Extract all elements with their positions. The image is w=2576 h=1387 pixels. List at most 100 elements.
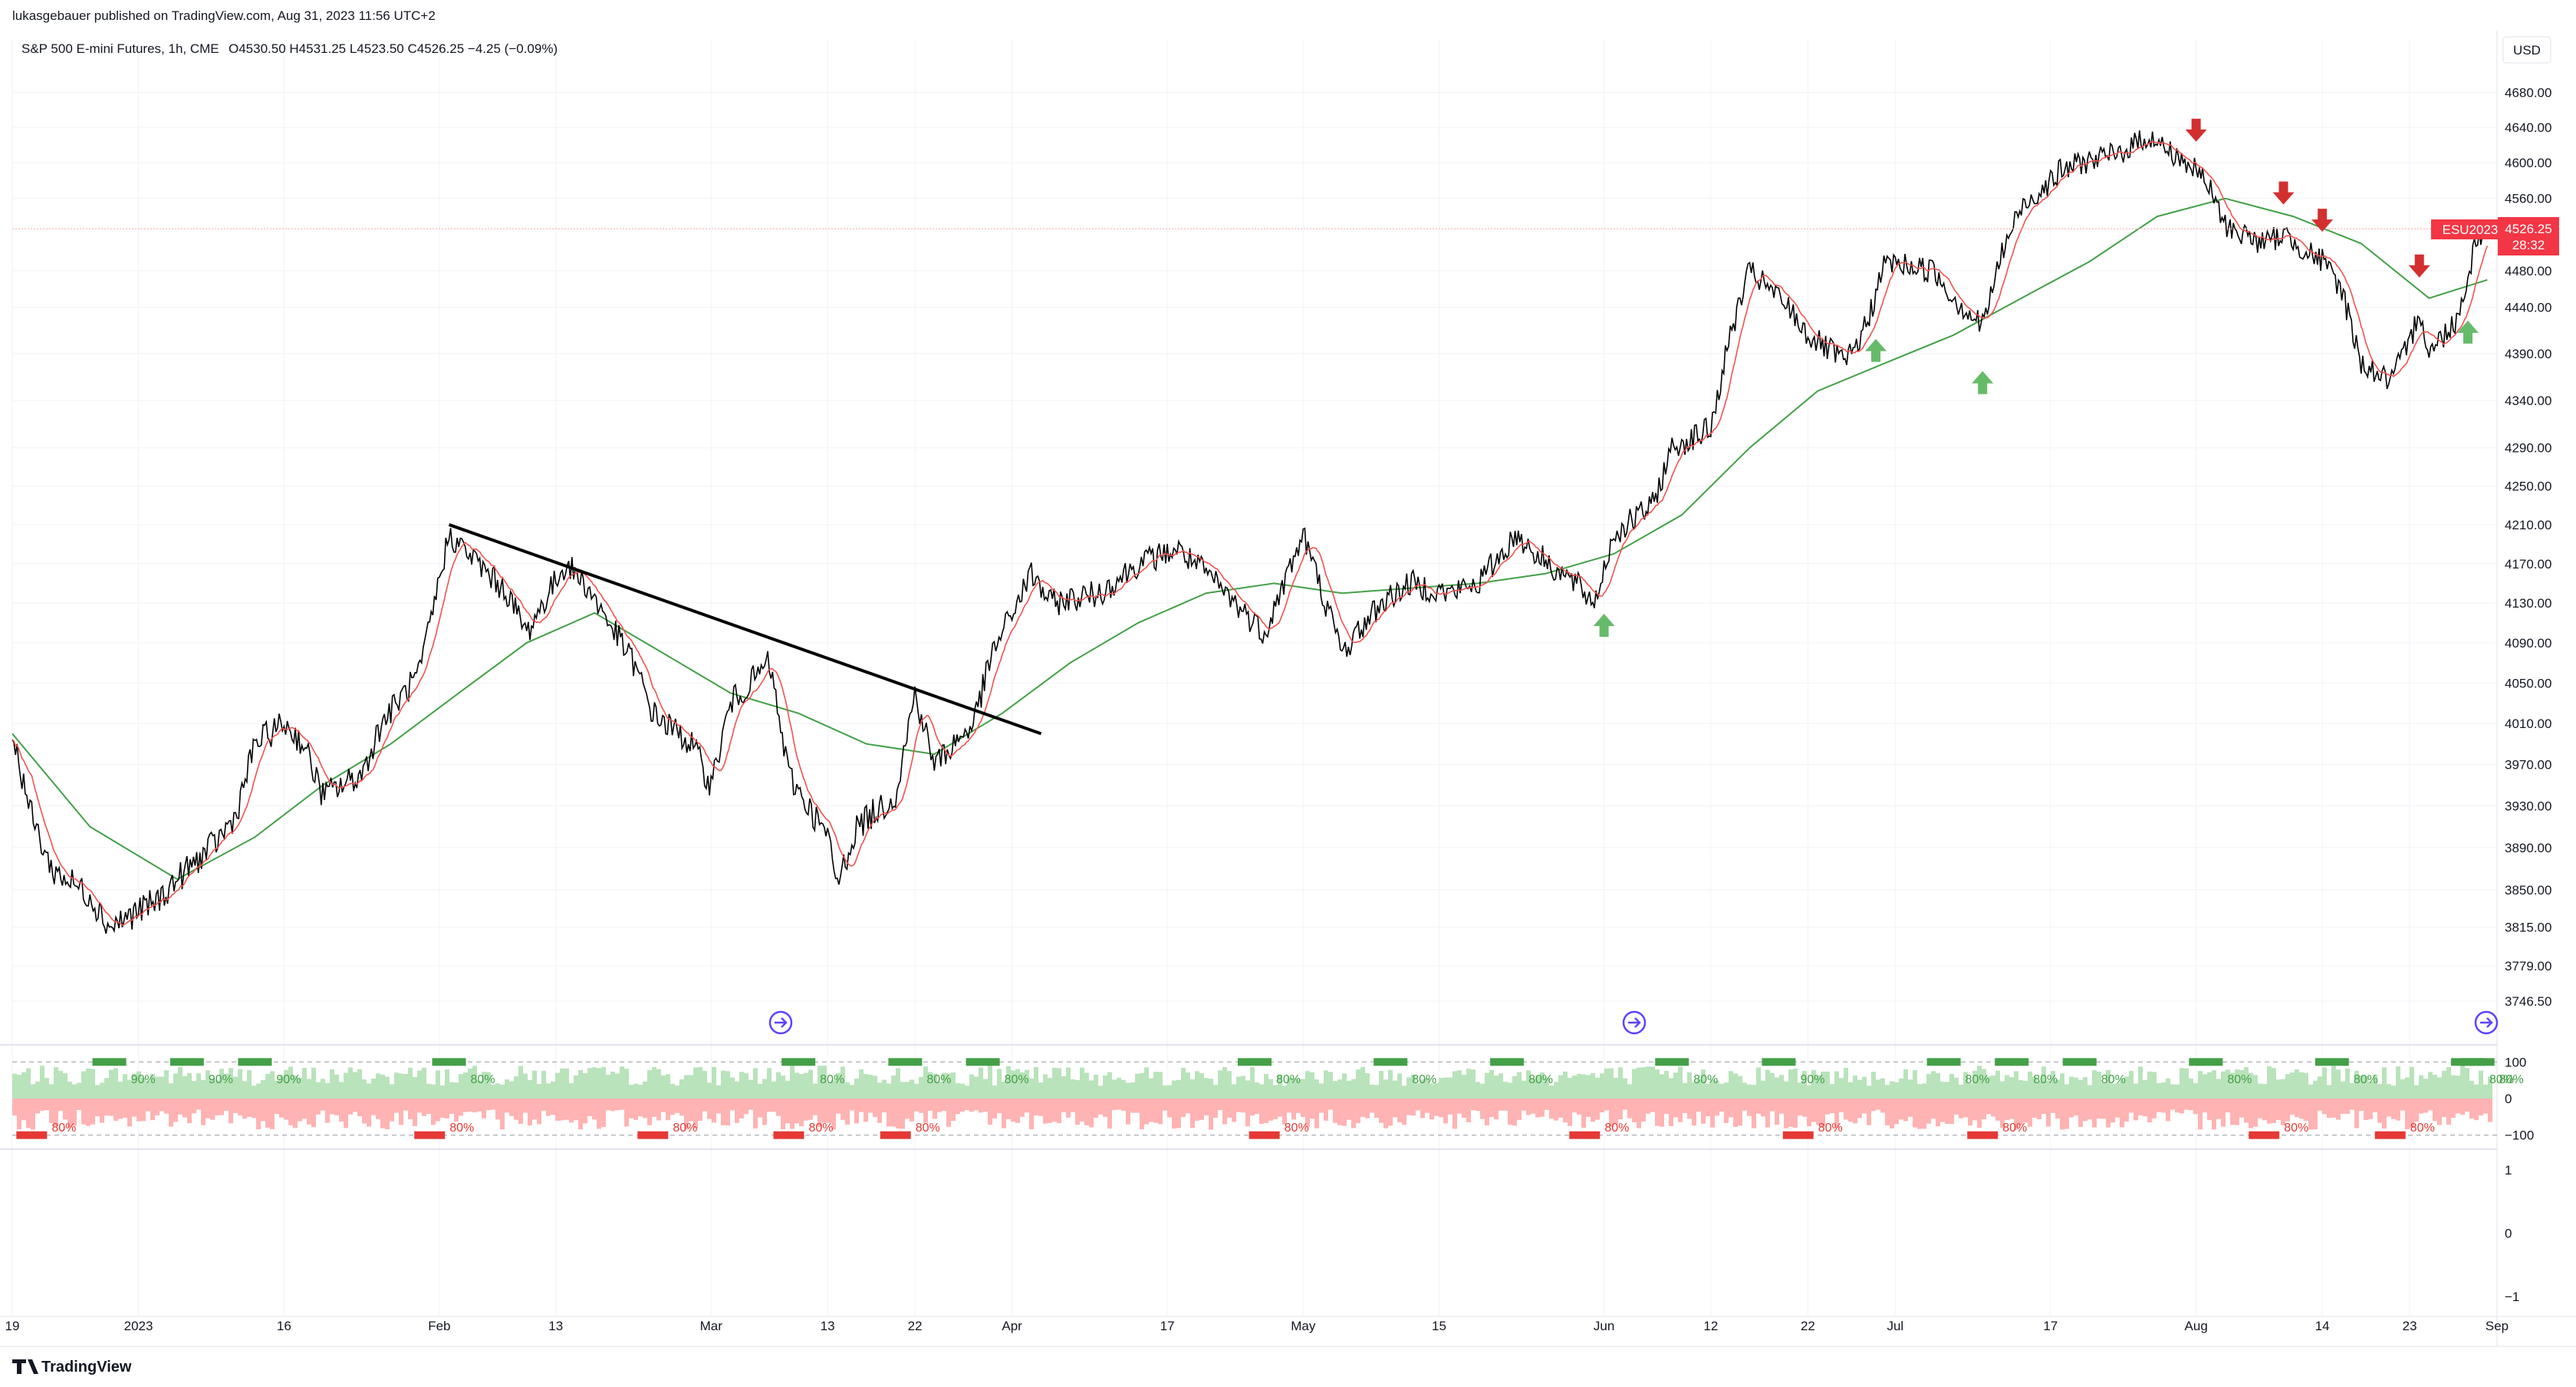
osc-positive-bar [394,1072,399,1099]
osc-positive-bar [675,1086,679,1099]
osc-negative-bar [2018,1099,2023,1125]
osc-positive-bar [1466,1069,1471,1099]
osc-positive-bar [919,1076,923,1099]
osc-positive-bar [2143,1079,2147,1099]
osc-positive-bar [196,1073,201,1099]
osc-positive-bar [983,1079,988,1099]
osc-positive-bar [661,1075,666,1099]
osc-positive-bar [1664,1070,1669,1099]
osc-positive-bar [1600,1073,1604,1099]
currency-button[interactable]: USD [2502,36,2551,64]
osc-positive-bar [781,1075,785,1099]
osc-negative-bar [2193,1099,2198,1115]
osc-negative-bar [2074,1099,2078,1116]
slow-moving-average [12,197,2488,881]
osc-negative-bar [1940,1099,1945,1122]
osc-positive-bar [2354,1070,2359,1099]
osc-positive-bar [367,1083,371,1099]
osc-negative-bar [721,1099,725,1125]
osc-positive-bar [1917,1084,1922,1099]
osc-negative-bar [2308,1099,2313,1130]
osc-positive-bar [95,1085,100,1099]
osc-positive-bar [307,1079,311,1099]
osc-tick-label: 100 [2505,1055,2526,1069]
osc-positive-bar [721,1070,725,1099]
osc-positive-bar [1793,1068,1798,1099]
osc-negative-bar [1020,1099,1025,1117]
osc-negative-bar [1402,1099,1406,1125]
osc-positive-bar [528,1079,532,1099]
osc-positive-bar [1650,1066,1655,1099]
osc-negative-bar [735,1099,739,1123]
osc-negative-bar [1531,1099,1535,1114]
jump-to-realtime-icon[interactable] [2474,1010,2499,1035]
osc-negative-bar [192,1099,196,1114]
tradingview-logo-icon[interactable] [12,1359,38,1374]
osc-positive-bar [702,1070,707,1099]
osc-positive-bar [1646,1066,1650,1099]
osc-positive-bar [1540,1072,1545,1099]
osc-negative-bar [836,1099,841,1114]
osc-positive-bar [2469,1080,2474,1099]
osc-positive-bar [1227,1071,1232,1099]
osc-positive-bar [2377,1084,2382,1099]
osc-positive-bar [854,1078,859,1099]
osc-positive-bar [1526,1070,1531,1099]
osc-positive-bar [1476,1082,1480,1099]
osc-negative-bar [2396,1099,2400,1121]
osc-negative-bar [2299,1099,2304,1119]
osc-positive-bar [1618,1067,1623,1099]
osc-positive-bar [2304,1072,2308,1099]
osc-positive-bar [210,1078,215,1099]
osc-positive-bar [1084,1072,1089,1099]
price-badge: ESU2023 4526.25 28:32 [2431,217,2559,255]
osc-negative-bar [2483,1099,2488,1114]
osc-positive-bar [1471,1069,1476,1099]
osc-positive-bar [173,1073,178,1099]
osc-negative-bar [1857,1099,1862,1118]
osc-positive-bar [2318,1076,2322,1099]
osc-positive-bar [960,1083,965,1099]
osc-negative-bar [1982,1099,1986,1120]
osc-positive-bar [537,1084,541,1099]
osc-negative-bar [325,1099,330,1123]
osc-positive-bar [505,1079,509,1099]
osc-positive-bar [1977,1066,1982,1099]
osc-positive-bar [712,1066,716,1099]
y-tick-label: 4210.00 [2505,518,2551,532]
osc-extreme-low-label: 80% [916,1122,940,1135]
osc-positive-bar [795,1072,799,1099]
osc-negative-bar [1655,1099,1660,1126]
osc-negative-bar [1618,1099,1623,1119]
down-arrow-icon [2311,209,2334,232]
osc-positive-bar [1586,1075,1591,1099]
osc-extreme-high-marker [1926,1058,1961,1066]
osc-negative-bar [684,1099,689,1130]
osc-positive-bar [44,1078,49,1099]
osc-positive-bar [1876,1079,1880,1099]
osc-positive-bar [1894,1082,1899,1099]
osc-negative-bar [873,1099,877,1118]
y-tick-label: 4640.00 [2505,120,2551,135]
osc-negative-bar [371,1099,376,1115]
osc-negative-bar [2290,1099,2295,1115]
osc-positive-bar [1282,1086,1287,1099]
trendline[interactable] [448,523,1042,736]
osc-positive-bar [689,1075,693,1099]
osc-positive-bar [1609,1068,1614,1099]
jump-to-realtime-icon[interactable] [1622,1010,1647,1035]
osc-negative-bar [1867,1099,1871,1125]
osc-positive-bar [1549,1086,1554,1099]
osc-negative-bar [1342,1099,1347,1126]
osc-positive-bar [1268,1079,1273,1099]
osc-negative-bar [1770,1099,1775,1112]
osc-positive-bar [707,1082,712,1099]
osc-negative-bar [279,1099,284,1118]
y-tick-label: 4480.00 [2505,264,2551,278]
osc-negative-bar [624,1099,629,1127]
osc-negative-bar [1213,1099,1218,1118]
osc-positive-bar [100,1082,104,1099]
jump-to-realtime-icon[interactable] [768,1010,793,1035]
osc-positive-bar [1825,1071,1830,1099]
